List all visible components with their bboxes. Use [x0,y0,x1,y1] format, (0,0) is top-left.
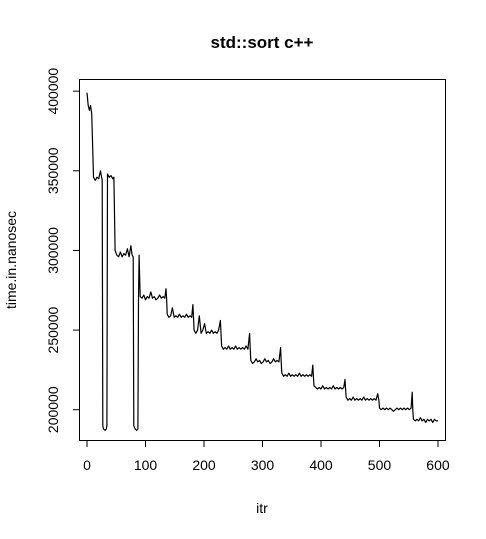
x-tick-label: 0 [83,457,91,473]
x-tick-label: 300 [251,457,275,473]
y-axis-label: time.in.nanosec [3,211,19,309]
x-axis: 0 100 200 300 400 500 600 [83,440,450,473]
x-tick-label: 100 [134,457,158,473]
y-tick-label: 250000 [45,307,61,354]
x-tick-label: 200 [192,457,216,473]
x-tick-label: 600 [426,457,450,473]
plot-frame [79,79,446,441]
x-tick-label: 500 [368,457,392,473]
y-tick-label: 300000 [45,227,61,274]
y-tick-label: 350000 [45,147,61,194]
x-axis-label: itr [256,500,268,516]
y-tick-label: 400000 [45,68,61,115]
x-tick-label: 400 [309,457,333,473]
y-axis: 200000 250000 300000 350000 400000 [45,68,80,433]
y-tick-label: 200000 [45,386,61,433]
series-line [86,92,438,431]
chart-title: std::sort c++ [211,33,314,52]
